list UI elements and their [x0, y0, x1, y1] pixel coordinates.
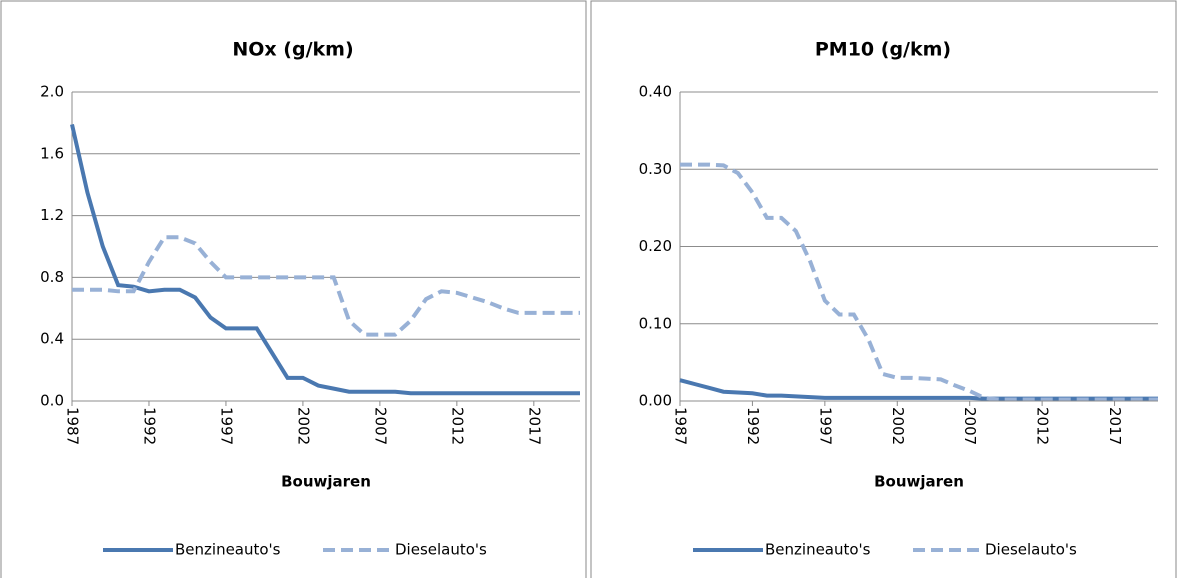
series-line: [72, 235, 580, 337]
series-line: [680, 162, 1158, 402]
x-tick-label: 1992: [744, 407, 762, 445]
chart-title: NOx (g/km): [232, 39, 353, 61]
series-line: [70, 124, 580, 396]
y-tick-label: 0.0: [40, 392, 64, 410]
x-tick-label: 2017: [1106, 407, 1124, 445]
chart-title: PM10 (g/km): [815, 39, 951, 61]
x-tick-label: 2017: [525, 407, 543, 445]
x-tick-label: 1987: [64, 407, 82, 445]
x-tick-label: 2007: [961, 407, 979, 445]
x-tick-label: 2007: [371, 407, 389, 445]
x-tick-label: 1987: [672, 407, 690, 445]
legend-label: Dieselauto's: [985, 541, 1077, 559]
y-tick-label: 2.0: [40, 83, 64, 101]
y-tick-label: 0.40: [639, 83, 672, 101]
x-axis-label: Bouwjaren: [874, 473, 964, 491]
legend-label: Benzineauto's: [765, 541, 871, 559]
y-tick-label: 0.30: [639, 160, 672, 178]
legend-label: Dieselauto's: [395, 541, 487, 559]
y-tick-label: 0.20: [639, 237, 672, 255]
x-axis-label: Bouwjaren: [281, 473, 371, 491]
legend-label: Benzineauto's: [175, 541, 281, 559]
y-tick-label: 1.2: [40, 206, 64, 224]
panel-border: [0, 0, 587, 582]
x-tick-label: 2012: [448, 407, 466, 445]
x-tick-label: 2002: [294, 407, 312, 445]
x-tick-label: 1997: [217, 407, 235, 445]
x-tick-label: 2002: [889, 407, 907, 445]
panel-border: [590, 0, 1177, 582]
series-line: [679, 378, 1158, 401]
x-tick-label: 1997: [816, 407, 834, 445]
y-tick-label: 0.00: [639, 392, 672, 410]
x-tick-label: 2012: [1034, 407, 1052, 445]
x-tick-label: 1992: [140, 407, 158, 445]
y-tick-label: 0.10: [639, 314, 672, 332]
y-tick-label: 0.8: [40, 268, 64, 286]
y-tick-label: 1.6: [40, 144, 64, 162]
y-tick-label: 0.4: [40, 330, 64, 348]
